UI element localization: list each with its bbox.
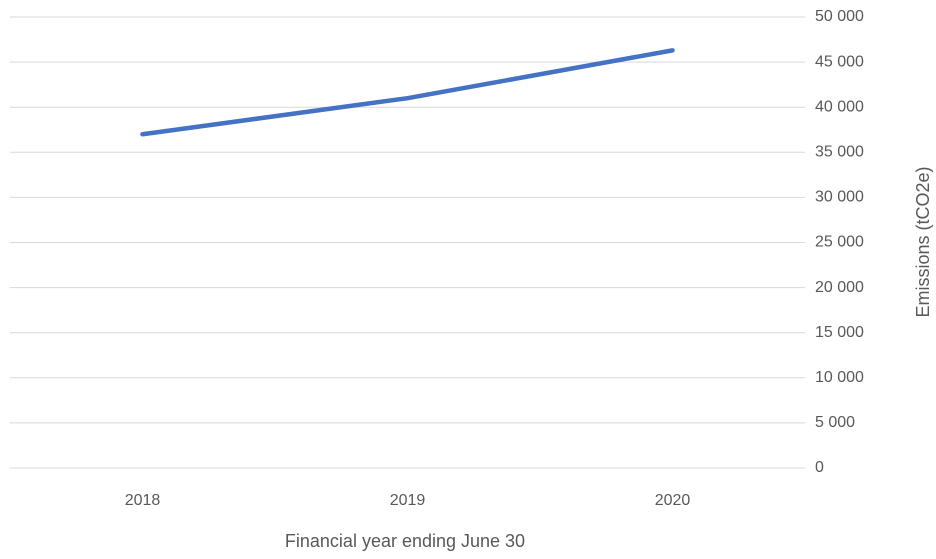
y-tick-label: 20 000 [815,279,864,296]
x-tick-label: 2020 [655,492,691,509]
y-tick-label: 45 000 [815,53,864,70]
y-tick-label: 0 [815,459,824,476]
y-tick-label: 5 000 [815,414,855,431]
y-axis-title: Emissions (tCO2e) [913,166,933,317]
y-tick-label: 50 000 [815,8,864,25]
y-tick-label: 25 000 [815,234,864,251]
y-tick-label: 15 000 [815,324,864,341]
x-tick-label: 2019 [390,492,426,509]
x-axis-title: Financial year ending June 30 [285,531,525,551]
y-tick-label: 10 000 [815,369,864,386]
y-tick-label: 40 000 [815,98,864,115]
y-tick-label: 30 000 [815,189,864,206]
x-tick-label: 2018 [125,492,161,509]
line-series [140,48,675,137]
y-tick-label: 35 000 [815,144,864,161]
